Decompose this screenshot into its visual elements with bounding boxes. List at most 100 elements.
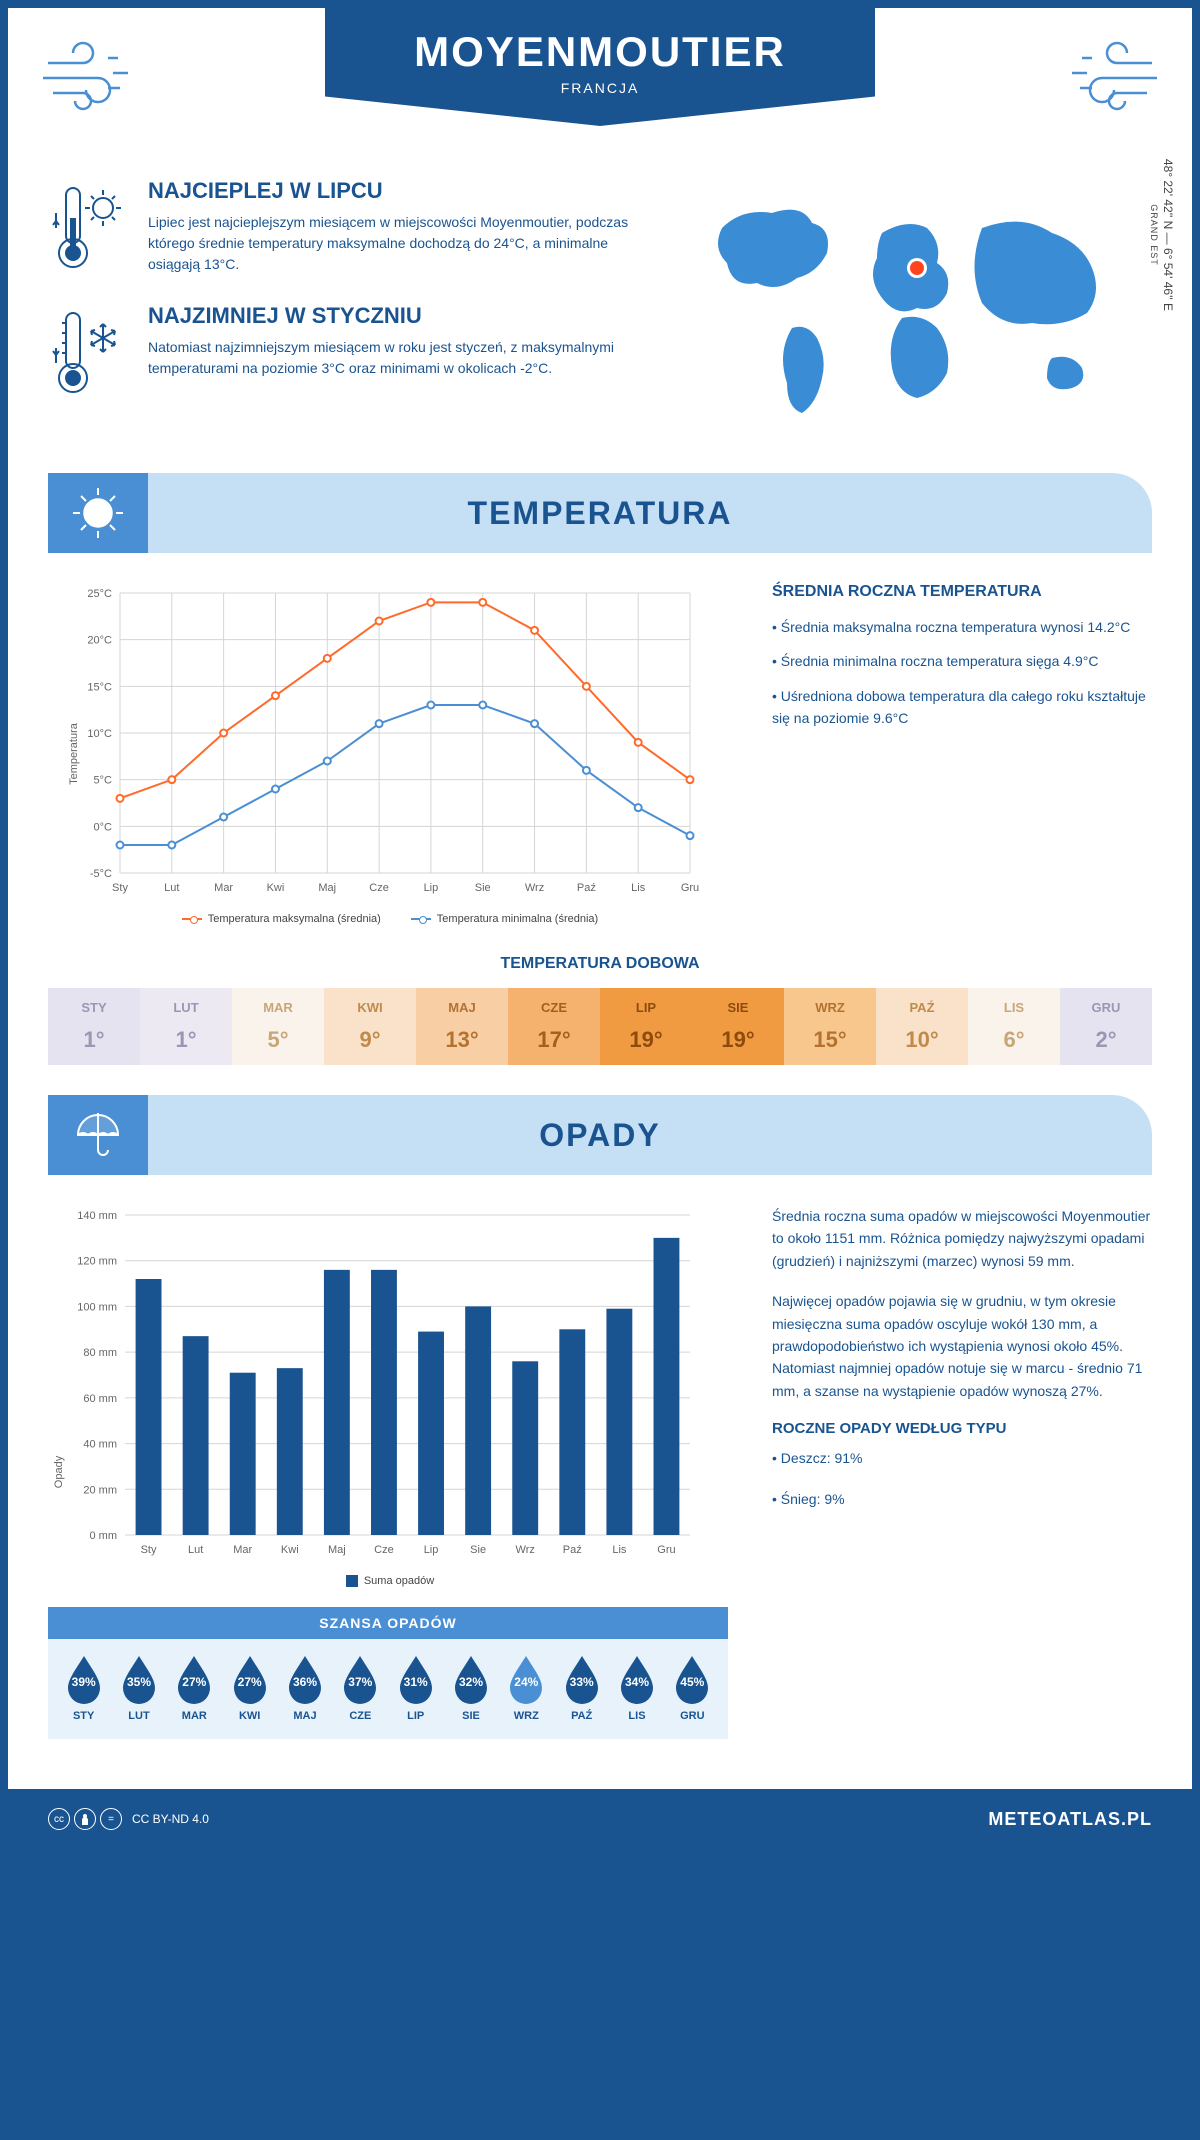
svg-text:Sty: Sty <box>112 882 128 894</box>
by-icon <box>74 1808 96 1830</box>
precipitation-section-header: OPADY <box>48 1095 1152 1175</box>
daily-temp-cell: MAJ13° <box>416 988 508 1065</box>
precipitation-section: Opady 0 mm20 mm40 mm60 mm80 mm100 mm120 … <box>8 1205 1192 1769</box>
temp-bullet: • Uśredniona dobowa temperatura dla całe… <box>772 685 1152 730</box>
temp-summary-title: ŚREDNIA ROCZNA TEMPERATURA <box>772 583 1152 601</box>
daily-temp-cell: MAR5° <box>232 988 324 1065</box>
legend-precip: Suma opadów <box>364 1575 434 1587</box>
svg-text:Wrz: Wrz <box>525 882 544 894</box>
footer: cc = CC BY-ND 4.0 METEOATLAS.PL <box>8 1789 1192 1849</box>
warmest-fact: NAJCIEPLEJ W LIPCU Lipiec jest najcieple… <box>48 178 642 278</box>
warmest-title: NAJCIEPLEJ W LIPCU <box>148 178 642 204</box>
nd-icon: = <box>100 1808 122 1830</box>
svg-text:Gru: Gru <box>681 882 699 894</box>
site-name: METEOATLAS.PL <box>988 1809 1152 1830</box>
rain-drop: 45%GRU <box>667 1654 718 1722</box>
precip-type-title: ROCZNE OPADY WEDŁUG TYPU <box>772 1420 1152 1437</box>
svg-text:Cze: Cze <box>369 882 389 894</box>
daily-temp-cell: STY1° <box>48 988 140 1065</box>
temp-bullet: • Średnia maksymalna roczna temperatura … <box>772 616 1152 638</box>
svg-text:Wrz: Wrz <box>516 1544 535 1556</box>
temp-bullet: • Średnia minimalna roczna temperatura s… <box>772 650 1152 672</box>
precip-type: • Deszcz: 91% <box>772 1447 1152 1469</box>
svg-text:80 mm: 80 mm <box>83 1347 117 1359</box>
page: MOYENMOUTIER FRANCJA <box>8 8 1192 1849</box>
page-title: MOYENMOUTIER <box>405 28 795 76</box>
temperature-summary: ŚREDNIA ROCZNA TEMPERATURA • Średnia mak… <box>772 583 1152 925</box>
rain-drop: 37%CZE <box>335 1654 386 1722</box>
precip-p2: Najwięcej opadów pojawia się w grudniu, … <box>772 1290 1152 1402</box>
daily-temperature-table: TEMPERATURA DOBOWA STY1°LUT1°MAR5°KWI9°M… <box>48 955 1152 1065</box>
precipitation-summary: Średnia roczna suma opadów w miejscowośc… <box>772 1205 1152 1739</box>
rain-chance-panel: SZANSA OPADÓW 39%STY 35%LUT 27%MAR 27%KW… <box>48 1607 728 1739</box>
wind-icon <box>1042 38 1162 118</box>
temperature-section: Temperatura -5°C0°C5°C10°C15°C20°C25°CSt… <box>8 583 1192 1095</box>
rain-drop: 32%SIE <box>445 1654 496 1722</box>
warmest-body: Lipiec jest najcieplejszym miesiącem w m… <box>148 212 642 275</box>
coords-text: 48° 22' 42'' N — 6° 54' 46'' E <box>1161 158 1175 310</box>
temperature-title: TEMPERATURA <box>48 495 1152 532</box>
header: MOYENMOUTIER FRANCJA <box>8 8 1192 158</box>
svg-text:Gru: Gru <box>657 1544 675 1556</box>
daily-temp-cell: GRU2° <box>1060 988 1152 1065</box>
precipitation-title: OPADY <box>48 1117 1152 1154</box>
precipitation-bar-chart: Opady 0 mm20 mm40 mm60 mm80 mm100 mm120 … <box>48 1205 732 1739</box>
temperature-line-chart: Temperatura -5°C0°C5°C10°C15°C20°C25°CSt… <box>48 583 732 925</box>
svg-text:Paź: Paź <box>563 1544 582 1556</box>
daily-temp-cell: LIP19° <box>600 988 692 1065</box>
region-text: GRAND EST <box>1149 204 1159 266</box>
coldest-body: Natomiast najzimniejszym miesiącem w rok… <box>148 337 642 379</box>
license-text: CC BY-ND 4.0 <box>132 1812 209 1826</box>
coldest-fact: NAJZIMNIEJ W STYCZNIU Natomiast najzimni… <box>48 303 642 403</box>
rain-drop: 33%PAŹ <box>556 1654 607 1722</box>
svg-text:25°C: 25°C <box>87 588 112 600</box>
svg-text:Sie: Sie <box>475 882 491 894</box>
daily-temp-cell: LIS6° <box>968 988 1060 1065</box>
rain-drop: 27%MAR <box>169 1654 220 1722</box>
svg-text:Lut: Lut <box>188 1544 203 1556</box>
svg-text:-5°C: -5°C <box>90 868 112 880</box>
svg-text:Maj: Maj <box>318 882 336 894</box>
svg-text:Mar: Mar <box>214 882 233 894</box>
daily-temp-title: TEMPERATURA DOBOWA <box>48 955 1152 973</box>
svg-text:Kwi: Kwi <box>281 1544 299 1556</box>
svg-text:140 mm: 140 mm <box>77 1210 117 1222</box>
legend-min: Temperatura minimalna (średnia) <box>437 913 598 925</box>
svg-text:Lip: Lip <box>424 882 439 894</box>
svg-text:40 mm: 40 mm <box>83 1439 117 1451</box>
wind-icon <box>38 38 158 118</box>
svg-text:Cze: Cze <box>374 1544 394 1556</box>
coldest-title: NAJZIMNIEJ W STYCZNIU <box>148 303 642 329</box>
svg-text:Sie: Sie <box>470 1544 486 1556</box>
daily-temp-cell: LUT1° <box>140 988 232 1065</box>
svg-text:20°C: 20°C <box>87 635 112 647</box>
title-banner: MOYENMOUTIER FRANCJA <box>325 8 875 126</box>
svg-text:Lip: Lip <box>424 1544 439 1556</box>
rain-drop: 31%LIP <box>390 1654 441 1722</box>
precip-type: • Śnieg: 9% <box>772 1488 1152 1510</box>
svg-text:Lis: Lis <box>612 1544 627 1556</box>
cc-icon: cc <box>48 1808 70 1830</box>
rain-drop: 34%LIS <box>611 1654 662 1722</box>
precip-legend: Suma opadów <box>48 1575 732 1587</box>
thermometer-snow-icon <box>48 303 128 403</box>
rain-drop: 27%KWI <box>224 1654 275 1722</box>
license: cc = CC BY-ND 4.0 <box>48 1808 209 1830</box>
temperature-section-header: TEMPERATURA <box>48 473 1152 553</box>
svg-text:Lut: Lut <box>164 882 179 894</box>
svg-text:Kwi: Kwi <box>267 882 285 894</box>
coordinates: 48° 22' 42'' N — 6° 54' 46'' E GRAND EST <box>1149 158 1175 310</box>
svg-text:10°C: 10°C <box>87 728 112 740</box>
rain-drop: 36%MAJ <box>279 1654 330 1722</box>
daily-temp-cell: WRZ15° <box>784 988 876 1065</box>
intro-section: NAJCIEPLEJ W LIPCU Lipiec jest najcieple… <box>8 158 1192 473</box>
svg-text:5°C: 5°C <box>94 775 113 787</box>
daily-temp-cell: CZE17° <box>508 988 600 1065</box>
svg-text:Mar: Mar <box>233 1544 252 1556</box>
svg-text:120 mm: 120 mm <box>77 1256 117 1268</box>
temp-legend: Temperatura maksymalna (średnia) Tempera… <box>48 913 732 925</box>
world-map: 48° 22' 42'' N — 6° 54' 46'' E GRAND EST <box>672 178 1152 443</box>
country-label: FRANCJA <box>405 80 795 96</box>
thermometer-sun-icon <box>48 178 128 278</box>
svg-text:0°C: 0°C <box>94 821 113 833</box>
